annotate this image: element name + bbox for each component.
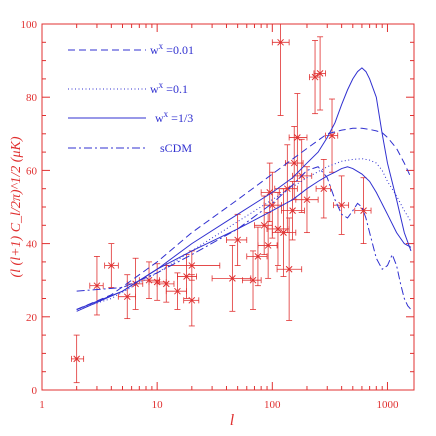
series-line-4: [76, 166, 412, 310]
data-marker: [328, 132, 336, 139]
data-marker: [93, 282, 101, 290]
data-marker: [162, 280, 170, 288]
data-point: [89, 256, 104, 316]
legend-label-value: =0.01: [163, 43, 194, 57]
legend: wx =0.01 wx =0.1 wx =1/3 sCDM: [68, 41, 194, 155]
x-tick-label: 1: [39, 399, 45, 411]
data-point: [242, 250, 262, 310]
data-marker: [274, 225, 282, 233]
data-marker: [311, 73, 319, 81]
y-axis-label: (l (l+1) C_l/2π)^1/2 (μK): [9, 136, 24, 277]
x-tick-label: 1000: [376, 399, 399, 411]
data-point: [138, 261, 160, 299]
x-tick-label: 10: [152, 399, 164, 411]
data-point: [333, 175, 350, 235]
data-point: [70, 334, 85, 384]
data-marker: [320, 185, 328, 193]
x-tick-label: 100: [264, 399, 281, 411]
y-tick-label: 80: [26, 92, 38, 104]
y-tick-label: 40: [26, 239, 38, 251]
data-point: [165, 272, 187, 310]
data-marker: [277, 38, 284, 46]
data-point: [211, 245, 252, 312]
x-axis-label: l: [230, 412, 235, 429]
data-marker: [234, 236, 241, 244]
data-marker: [188, 262, 196, 269]
data-point: [263, 171, 282, 239]
legend-label-value: =1/3: [168, 111, 193, 125]
legend-label: wx =1/3: [155, 109, 193, 125]
data-marker: [360, 207, 367, 215]
data-point: [226, 213, 248, 266]
plot-frame: [41, 23, 415, 391]
data-marker: [283, 185, 291, 193]
legend-label-superscript: x: [159, 41, 164, 51]
data-point: [246, 226, 268, 287]
data-point: [126, 257, 144, 310]
series-line-3: [76, 67, 412, 312]
series-line-2: [76, 158, 412, 310]
data-point: [281, 180, 305, 241]
data-marker: [188, 296, 196, 304]
y-tick-label: 0: [32, 385, 38, 397]
y-tick-label: 60: [26, 165, 38, 177]
data-marker: [183, 273, 190, 280]
data-marker: [73, 355, 81, 363]
series-line-1: [76, 127, 412, 310]
data-marker: [229, 275, 236, 282]
data-point: [285, 126, 304, 201]
y-tick-label: 20: [26, 312, 38, 324]
data-marker: [338, 201, 345, 209]
series-line-5: [76, 166, 412, 310]
data-point: [295, 166, 319, 234]
data-point: [104, 243, 119, 288]
data-point: [325, 98, 339, 173]
data-point: [257, 212, 278, 279]
data-marker: [174, 287, 181, 295]
legend-label-superscript: x: [159, 80, 164, 90]
data-marker: [264, 242, 272, 249]
legend-label: wx =0.01: [150, 41, 194, 57]
data-point: [315, 159, 331, 219]
data-marker: [107, 262, 115, 269]
data-marker: [316, 70, 324, 77]
y-tick-label: 100: [21, 19, 38, 31]
data-marker: [290, 159, 298, 167]
data-marker: [280, 229, 287, 236]
data-marker: [289, 207, 296, 215]
data-marker: [123, 293, 131, 301]
legend-label-superscript: x: [164, 109, 169, 119]
data-marker: [268, 201, 276, 209]
data-marker: [260, 221, 268, 229]
data-point: [271, 23, 290, 116]
data-point: [309, 40, 321, 115]
data-point: [266, 191, 290, 266]
data-point: [354, 177, 372, 245]
data-marker: [266, 189, 274, 196]
data-marker: [254, 253, 262, 260]
data-point: [288, 93, 308, 182]
data-point: [313, 36, 326, 111]
data-points: [70, 23, 372, 384]
data-point: [276, 217, 303, 321]
data-point: [183, 274, 200, 327]
data-point: [177, 254, 197, 299]
model-curves: [76, 67, 412, 312]
axes: 1 10 100 1000 0 20 40 60 80 100: [21, 19, 415, 411]
data-marker: [303, 196, 311, 204]
legend-label: wx =0.1: [150, 80, 188, 96]
data-marker: [285, 265, 293, 273]
legend-label: sCDM: [160, 141, 192, 155]
data-marker: [249, 276, 257, 284]
legend-label-value: =0.1: [163, 82, 188, 96]
